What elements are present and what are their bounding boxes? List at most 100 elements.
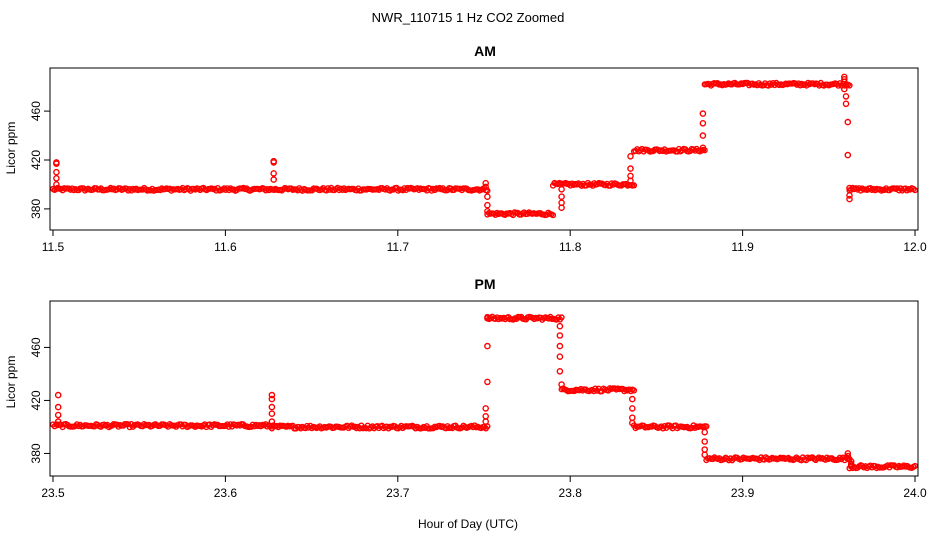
pm-x-tick-label: 23.6 xyxy=(214,486,238,500)
pm-spike-point xyxy=(701,451,709,459)
pm-spike-point xyxy=(482,405,490,412)
am-spike-point xyxy=(841,85,848,93)
pm-data-point xyxy=(126,424,133,431)
pm-axes: 23.5 23.6 23.7 23.8 23.9 24.0 380 420 460 xyxy=(29,300,927,500)
am-spike-point xyxy=(842,93,850,100)
am-data-point xyxy=(911,187,919,194)
am-y-axis-label: Licor ppm xyxy=(4,122,18,175)
pm-spike-point xyxy=(54,403,62,411)
am-spike-point xyxy=(627,165,634,172)
pm-x-tick-label: 24.0 xyxy=(903,486,927,500)
pm-spike-point xyxy=(556,342,564,350)
am-spike-point xyxy=(270,176,278,183)
am-spike-point xyxy=(841,78,848,86)
am-spike-point xyxy=(270,157,278,165)
pm-spike-point xyxy=(844,452,852,460)
pm-y-tick-label: 460 xyxy=(29,337,43,357)
am-spike-point xyxy=(844,151,852,159)
am-spike-point xyxy=(270,170,278,177)
x-axis-label: Hour of Day (UTC) xyxy=(418,517,518,531)
am-data-point xyxy=(630,182,638,189)
am-axes: 11.5 11.6 11.7 11.8 11.9 12.0 380 420 460 xyxy=(29,67,927,254)
pm-x-tick-label: 23.5 xyxy=(41,486,65,500)
am-spike-point xyxy=(841,76,848,83)
am-spike-point xyxy=(842,100,850,108)
am-spike-point xyxy=(53,159,60,166)
pm-spike-point xyxy=(268,395,276,403)
am-spike-point xyxy=(558,193,565,200)
am-data-point xyxy=(846,82,853,89)
pm-y-tick-label: 380 xyxy=(29,443,43,463)
am-spike-point xyxy=(627,172,634,180)
pm-spike-point xyxy=(847,462,855,469)
pm-data-point xyxy=(911,462,919,470)
pm-spike-point xyxy=(54,418,62,425)
am-spike-point xyxy=(482,179,490,187)
pm-spike-point xyxy=(558,381,565,388)
am-spike-point xyxy=(846,184,853,192)
pm-data-points xyxy=(49,313,919,472)
am-x-tick-label: 11.6 xyxy=(214,240,237,254)
am-data-points xyxy=(49,73,919,219)
am-spike-point xyxy=(627,152,634,160)
pm-spike-point xyxy=(484,342,491,350)
am-panel: AM Licor ppm 11.5 11.6 11.7 11.8 11.9 12.0 380… xyxy=(4,43,927,254)
pm-spike-point xyxy=(629,405,636,412)
pm-spike-point xyxy=(629,419,636,427)
am-x-tick-label: 11.7 xyxy=(387,240,410,254)
am-spike-point xyxy=(844,118,852,126)
pm-spike-point xyxy=(629,395,636,403)
pm-data-point xyxy=(703,423,710,430)
pm-spike-point xyxy=(484,314,491,322)
am-spike-point xyxy=(558,199,565,207)
pm-panel-title: PM xyxy=(475,276,496,292)
am-x-tick-label: 11.5 xyxy=(42,240,65,254)
pm-spike-point xyxy=(54,411,62,419)
pm-spike-point xyxy=(629,414,636,422)
am-spike-point xyxy=(699,144,707,152)
am-x-tick-label: 11.9 xyxy=(731,240,754,254)
pm-spike-point xyxy=(482,418,490,425)
pm-x-tick-label: 23.8 xyxy=(559,486,583,500)
am-spike-point xyxy=(846,192,853,199)
pm-spike-point xyxy=(484,378,491,386)
am-spike-point xyxy=(699,132,707,139)
pm-spike-point xyxy=(847,458,855,465)
am-spike-point xyxy=(699,110,707,117)
am-spike-point xyxy=(53,181,60,188)
pm-x-tick-label: 23.9 xyxy=(731,486,755,500)
am-spike-point xyxy=(53,174,60,182)
pm-spike-point xyxy=(556,367,564,375)
pm-y-axis-label: Licor ppm xyxy=(4,356,18,409)
am-spike-point xyxy=(482,183,490,191)
pm-spike-point xyxy=(268,410,276,418)
pm-spike-point xyxy=(54,391,62,399)
am-plot-frame xyxy=(49,67,919,231)
am-y-tick-label: 420 xyxy=(29,150,43,170)
pm-y-tick-label: 420 xyxy=(29,390,43,410)
am-y-tick-label: 460 xyxy=(29,101,43,121)
am-y-tick-label: 380 xyxy=(29,199,43,219)
pm-spike-point xyxy=(701,428,709,436)
am-spike-point xyxy=(846,195,853,203)
pm-spike-point xyxy=(482,412,490,420)
pm-spike-point xyxy=(701,446,709,453)
pm-spike-point xyxy=(268,418,276,425)
am-spike-point xyxy=(484,193,491,200)
pm-panel: PM Licor ppm 23.5 23.6 23.7 23.8 23.9 24.0 380… xyxy=(4,276,927,500)
pm-data-point xyxy=(630,387,638,394)
pm-spike-point xyxy=(268,391,276,399)
am-spike-point xyxy=(484,207,491,215)
am-panel-title: AM xyxy=(474,43,496,59)
am-spike-point xyxy=(558,185,565,193)
pm-spike-point xyxy=(268,403,276,411)
am-spike-point xyxy=(484,201,491,209)
pm-spike-point xyxy=(556,353,564,361)
am-data-point xyxy=(549,212,557,219)
am-x-tick-label: 11.8 xyxy=(559,240,582,254)
pm-spike-point xyxy=(701,438,709,445)
pm-spike-point xyxy=(556,322,564,330)
am-x-tick-label: 12.0 xyxy=(903,240,927,254)
pm-plot-frame xyxy=(49,300,919,477)
